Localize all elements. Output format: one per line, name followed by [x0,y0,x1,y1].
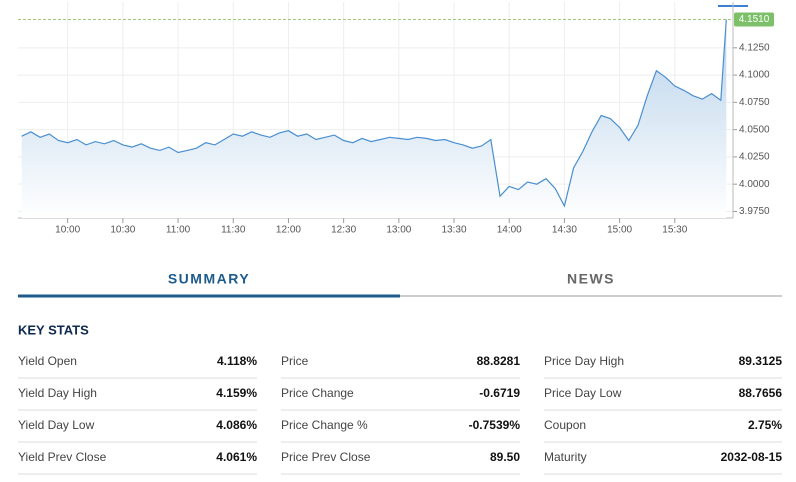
stat-label: Yield Open [18,354,77,368]
stat-label: Price [281,354,309,368]
chart: 10:00 10:30 11:00 11:30 12:00 12:30 13:00 13:30… [18,2,774,236]
y-tick-label: 4.1250 [739,42,770,53]
x-tick-label: 14:00 [497,225,522,236]
y-tick-label: 3.9750 [739,206,770,217]
stat-label: Price Change % [281,418,368,432]
x-tick-label: 11:30 [221,225,246,236]
x-tick-label: 13:00 [386,225,411,236]
y-tick-label: 4.0500 [739,124,770,135]
stat-value: 2032-08-15 [721,450,783,464]
stat-value: 4.061% [216,450,257,464]
area-fill [21,19,727,218]
stat-value: 4.086% [216,418,257,432]
current-label: 4.1510 [739,14,770,25]
stat-value: 89.3125 [739,354,783,368]
stat-label: Yield Day Low [18,418,95,432]
stat-label: Yield Day High [18,386,97,400]
x-tick-label: 14:30 [552,225,577,236]
stat-value: 4.118% [217,354,257,368]
stat-value: 2.75% [748,418,782,432]
stat-value: -0.7539% [469,418,521,432]
stat-value: 4.159% [216,386,257,400]
x-tick-label: 10:00 [55,225,80,236]
stat-label: Price Day High [544,354,624,368]
x-tick-label: 12:30 [331,225,356,236]
stat-value: -0.6719 [479,386,520,400]
y-tick-label: 4.1000 [739,70,770,81]
stat-label: Price Change [281,386,354,400]
stat-label: Coupon [544,418,586,432]
stat-label: Maturity [544,450,587,464]
x-tick-label: 12:00 [276,225,301,236]
y-tick-label: 4.0000 [739,179,770,190]
stat-value: 88.7656 [739,386,783,400]
y-tick-label: 4.0750 [739,97,770,108]
section-title: KEY STATS [18,322,89,337]
y-tick-label: 4.0250 [739,152,770,163]
stat-value: 89.50 [490,450,520,464]
stat-label: Price Day Low [544,386,622,400]
stat-label: Yield Prev Close [18,450,107,464]
x-tick-label: 15:00 [607,225,632,236]
tab[interactable]: NEWS [567,271,615,287]
price-line [21,19,727,208]
x-tick-label: 15:30 [662,225,687,236]
x-tick-label: 13:30 [442,225,467,236]
stat-label: Price Prev Close [281,450,371,464]
key-stats: KEY STATS Yield Open 4.118% Yield Day High 4… [18,322,783,475]
current-badge [734,12,774,27]
stat-value: 88.8281 [477,354,521,368]
tab[interactable]: SUMMARY [168,271,250,287]
x-tick-label: 11:00 [166,225,191,236]
x-tick-label: 10:30 [110,225,135,236]
